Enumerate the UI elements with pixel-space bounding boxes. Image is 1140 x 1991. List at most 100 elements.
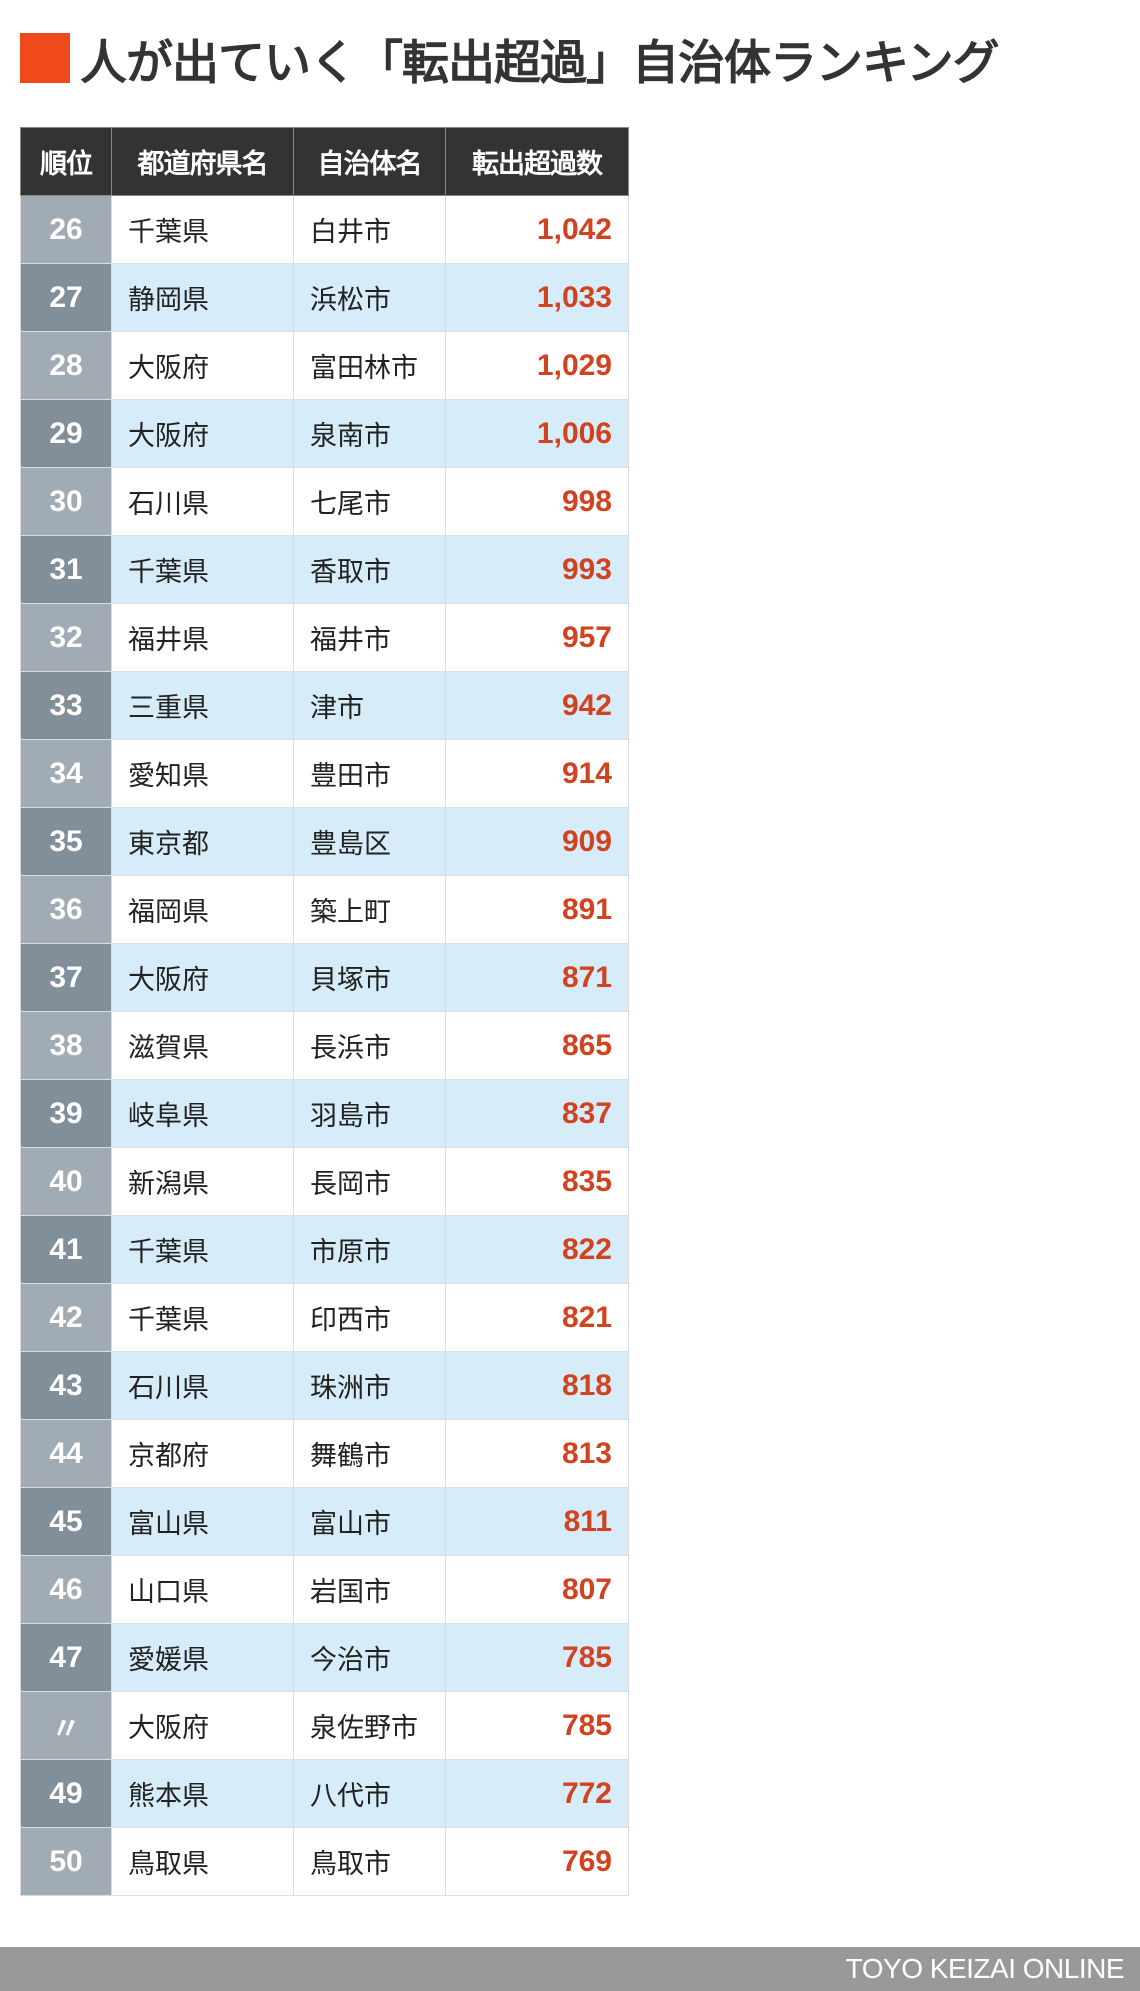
rank-cell: 33: [20, 671, 112, 740]
prefecture-cell: 京都府: [111, 1419, 294, 1488]
prefecture-cell: 熊本県: [111, 1759, 294, 1828]
municipality-cell: 豊田市: [293, 739, 446, 808]
value-cell: 871: [445, 943, 629, 1012]
rank-cell: 47: [20, 1623, 112, 1692]
footer-brand: TOYO KEIZAI ONLINE: [845, 1953, 1125, 1984]
value-cell: 1,006: [445, 399, 629, 468]
rank-cell: 28: [20, 331, 112, 400]
prefecture-cell: 大阪府: [111, 1691, 294, 1760]
municipality-cell: 長岡市: [293, 1147, 446, 1216]
prefecture-cell: 山口県: [111, 1555, 294, 1624]
prefecture-cell: 岐阜県: [111, 1079, 294, 1148]
municipality-cell: 八代市: [293, 1759, 446, 1828]
table-row: 37 大阪府 貝塚市 871: [20, 943, 629, 1012]
rank-cell: 30: [20, 467, 112, 536]
value-cell: 914: [445, 739, 629, 808]
municipality-cell: 長浜市: [293, 1011, 446, 1080]
value-cell: 785: [445, 1623, 629, 1692]
prefecture-cell: 新潟県: [111, 1147, 294, 1216]
table-row: 33 三重県 津市 942: [20, 671, 629, 740]
value-cell: 772: [445, 1759, 629, 1828]
municipality-cell: 羽島市: [293, 1079, 446, 1148]
municipality-cell: 福井市: [293, 603, 446, 672]
prefecture-cell: 千葉県: [111, 1283, 294, 1352]
municipality-cell: 市原市: [293, 1215, 446, 1284]
value-cell: 891: [445, 875, 629, 944]
table-row: 27 静岡県 浜松市 1,033: [20, 263, 629, 332]
value-cell: 998: [445, 467, 629, 536]
table-row: 〃大阪府 泉佐野市 785: [20, 1691, 629, 1760]
table-row: 34 愛知県 豊田市 914: [20, 739, 629, 808]
municipality-cell: 珠洲市: [293, 1351, 446, 1420]
header-prefecture: 都道府県名: [111, 127, 294, 196]
municipality-cell: 浜松市: [293, 263, 446, 332]
municipality-cell: 富山市: [293, 1487, 446, 1556]
municipality-cell: 岩国市: [293, 1555, 446, 1624]
table-row: 28 大阪府 富田林市 1,029: [20, 331, 629, 400]
rank-cell: 39: [20, 1079, 112, 1148]
prefecture-cell: 愛媛県: [111, 1623, 294, 1692]
page-title: 人が出ていく「転出超過」自治体ランキング: [80, 35, 1000, 91]
table-row: 36 福岡県 築上町 891: [20, 875, 629, 944]
page-title-block: 人が出ていく「転出超過」自治体ランキング: [20, 26, 1000, 91]
header-net-outflow: 転出超過数: [445, 127, 629, 196]
municipality-cell: 築上町: [293, 875, 446, 944]
prefecture-cell: 滋賀県: [111, 1011, 294, 1080]
rank-cell: 34: [20, 739, 112, 808]
municipality-cell: 舞鶴市: [293, 1419, 446, 1488]
rank-cell: 29: [20, 399, 112, 468]
table-row: 50 鳥取県 鳥取市 769: [20, 1827, 629, 1896]
rank-cell: 40: [20, 1147, 112, 1216]
table-row: 38 滋賀県 長浜市 865: [20, 1011, 629, 1080]
value-cell: 769: [445, 1827, 629, 1896]
table-row: 32 福井県 福井市 957: [20, 603, 629, 672]
table-row: 45 富山県 富山市 811: [20, 1487, 629, 1556]
footer-bar: TOYO KEIZAI ONLINE: [0, 1947, 1140, 1991]
prefecture-cell: 富山県: [111, 1487, 294, 1556]
rank-cell: 41: [20, 1215, 112, 1284]
municipality-cell: 鳥取市: [293, 1827, 446, 1896]
table-header-row: 順位 都道府県名 自治体名 転出超過数: [20, 127, 629, 196]
prefecture-cell: 三重県: [111, 671, 294, 740]
header-municipality: 自治体名: [293, 127, 446, 196]
municipality-cell: 香取市: [293, 535, 446, 604]
title-square-icon: [20, 33, 70, 83]
municipality-cell: 白井市: [293, 195, 446, 264]
value-cell: 993: [445, 535, 629, 604]
table-row: 47 愛媛県 今治市 785: [20, 1623, 629, 1692]
municipality-cell: 印西市: [293, 1283, 446, 1352]
prefecture-cell: 静岡県: [111, 263, 294, 332]
table-row: 35 東京都 豊島区 909: [20, 807, 629, 876]
value-cell: 865: [445, 1011, 629, 1080]
value-cell: 835: [445, 1147, 629, 1216]
value-cell: 837: [445, 1079, 629, 1148]
value-cell: 785: [445, 1691, 629, 1760]
prefecture-cell: 愛知県: [111, 739, 294, 808]
municipality-cell: 七尾市: [293, 467, 446, 536]
value-cell: 822: [445, 1215, 629, 1284]
prefecture-cell: 大阪府: [111, 943, 294, 1012]
value-cell: 1,033: [445, 263, 629, 332]
prefecture-cell: 千葉県: [111, 1215, 294, 1284]
table-row: 44 京都府 舞鶴市 813: [20, 1419, 629, 1488]
prefecture-cell: 石川県: [111, 467, 294, 536]
table-row: 42 千葉県 印西市 821: [20, 1283, 629, 1352]
rank-cell: 42: [20, 1283, 112, 1352]
value-cell: 813: [445, 1419, 629, 1488]
table-row: 41 千葉県 市原市 822: [20, 1215, 629, 1284]
municipality-cell: 津市: [293, 671, 446, 740]
prefecture-cell: 千葉県: [111, 535, 294, 604]
table-row: 43 石川県 珠洲市 818: [20, 1351, 629, 1420]
table-row: 29 大阪府 泉南市 1,006: [20, 399, 629, 468]
municipality-cell: 貝塚市: [293, 943, 446, 1012]
table-row: 39 岐阜県 羽島市 837: [20, 1079, 629, 1148]
rank-cell: 38: [20, 1011, 112, 1080]
table-row: 46 山口県 岩国市 807: [20, 1555, 629, 1624]
rank-cell: 26: [20, 195, 112, 264]
municipality-cell: 泉南市: [293, 399, 446, 468]
table-row: 40 新潟県 長岡市 835: [20, 1147, 629, 1216]
value-cell: 1,029: [445, 331, 629, 400]
value-cell: 807: [445, 1555, 629, 1624]
rank-cell: 43: [20, 1351, 112, 1420]
value-cell: 957: [445, 603, 629, 672]
